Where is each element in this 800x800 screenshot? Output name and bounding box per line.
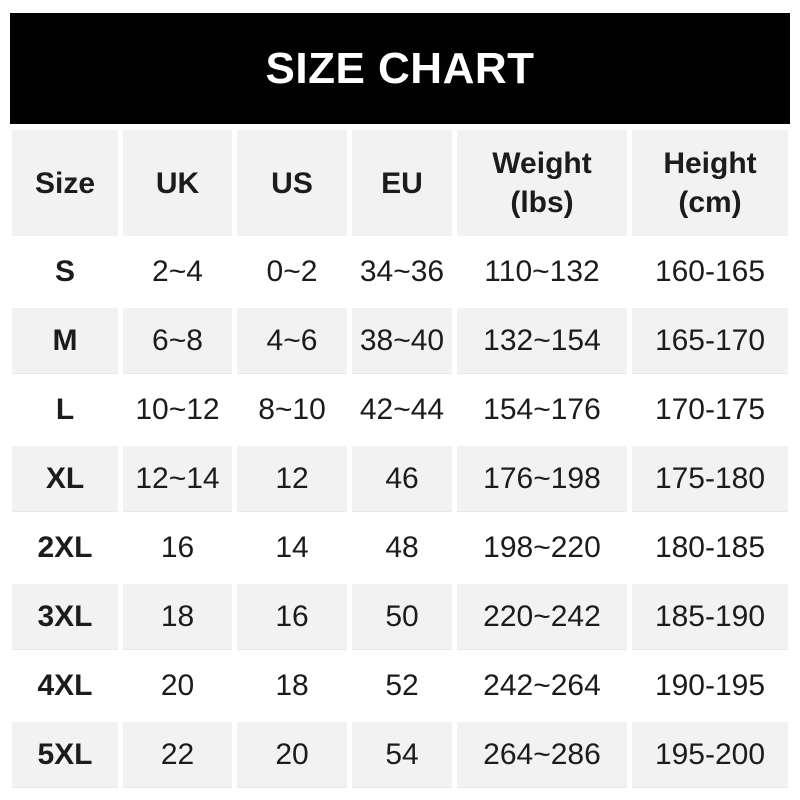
cell-height: 180-185 — [632, 515, 788, 581]
cell-height: 185-190 — [632, 584, 788, 650]
cell-uk: 20 — [123, 653, 232, 719]
cell-size: 4XL — [12, 653, 118, 719]
cell-weight: 176~198 — [457, 446, 627, 512]
table-row-l: L 10~12 8~10 42~44 154~176 170-175 — [12, 377, 788, 443]
cell-weight: 110~132 — [457, 239, 627, 305]
cell-size: L — [12, 377, 118, 443]
cell-us: 12 — [237, 446, 347, 512]
cell-uk: 2~4 — [123, 239, 232, 305]
cell-size: 2XL — [12, 515, 118, 581]
cell-size: 3XL — [12, 584, 118, 650]
cell-eu: 38~40 — [352, 308, 452, 374]
cell-eu: 34~36 — [352, 239, 452, 305]
table-row-2xl: 2XL 16 14 48 198~220 180-185 — [12, 515, 788, 581]
cell-eu: 46 — [352, 446, 452, 512]
cell-weight: 220~242 — [457, 584, 627, 650]
cell-height: 190-195 — [632, 653, 788, 719]
table-header: Size UK US EU Weight (lbs) Height (cm) — [12, 130, 788, 236]
cell-height: 175-180 — [632, 446, 788, 512]
cell-size: M — [12, 308, 118, 374]
cell-eu: 50 — [352, 584, 452, 650]
column-header-us: US — [237, 130, 347, 236]
cell-height: 195-200 — [632, 722, 788, 788]
cell-weight: 264~286 — [457, 722, 627, 788]
cell-size: 5XL — [12, 722, 118, 788]
cell-weight: 198~220 — [457, 515, 627, 581]
table-row-5xl: 5XL 22 20 54 264~286 195-200 — [12, 722, 788, 788]
cell-height: 165-170 — [632, 308, 788, 374]
table-row-3xl: 3XL 18 16 50 220~242 185-190 — [12, 584, 788, 650]
cell-weight: 132~154 — [457, 308, 627, 374]
cell-size: S — [12, 239, 118, 305]
cell-weight: 154~176 — [457, 377, 627, 443]
table-body: S 2~4 0~2 34~36 110~132 160-165 M 6~8 4~… — [12, 239, 788, 788]
cell-uk: 10~12 — [123, 377, 232, 443]
header-row: Size UK US EU Weight (lbs) Height (cm) — [12, 130, 788, 236]
cell-us: 18 — [237, 653, 347, 719]
cell-uk: 22 — [123, 722, 232, 788]
size-chart-table: Size UK US EU Weight (lbs) Height (cm) S… — [7, 127, 793, 791]
cell-uk: 16 — [123, 515, 232, 581]
cell-us: 4~6 — [237, 308, 347, 374]
column-header-height: Height (cm) — [632, 130, 788, 236]
cell-height: 170-175 — [632, 377, 788, 443]
cell-us: 8~10 — [237, 377, 347, 443]
column-header-uk: UK — [123, 130, 232, 236]
cell-eu: 52 — [352, 653, 452, 719]
cell-us: 16 — [237, 584, 347, 650]
cell-eu: 54 — [352, 722, 452, 788]
column-header-size: Size — [12, 130, 118, 236]
cell-us: 14 — [237, 515, 347, 581]
title-banner: SIZE CHART — [10, 13, 790, 124]
table-row-4xl: 4XL 20 18 52 242~264 190-195 — [12, 653, 788, 719]
table-row-s: S 2~4 0~2 34~36 110~132 160-165 — [12, 239, 788, 305]
cell-size: XL — [12, 446, 118, 512]
table-row-m: M 6~8 4~6 38~40 132~154 165-170 — [12, 308, 788, 374]
column-header-eu: EU — [352, 130, 452, 236]
cell-weight: 242~264 — [457, 653, 627, 719]
page-title: SIZE CHART — [265, 43, 535, 93]
column-header-weight: Weight (lbs) — [457, 130, 627, 236]
cell-eu: 42~44 — [352, 377, 452, 443]
cell-us: 20 — [237, 722, 347, 788]
cell-eu: 48 — [352, 515, 452, 581]
cell-uk: 12~14 — [123, 446, 232, 512]
table-row-xl: XL 12~14 12 46 176~198 175-180 — [12, 446, 788, 512]
cell-height: 160-165 — [632, 239, 788, 305]
cell-uk: 6~8 — [123, 308, 232, 374]
cell-uk: 18 — [123, 584, 232, 650]
cell-us: 0~2 — [237, 239, 347, 305]
